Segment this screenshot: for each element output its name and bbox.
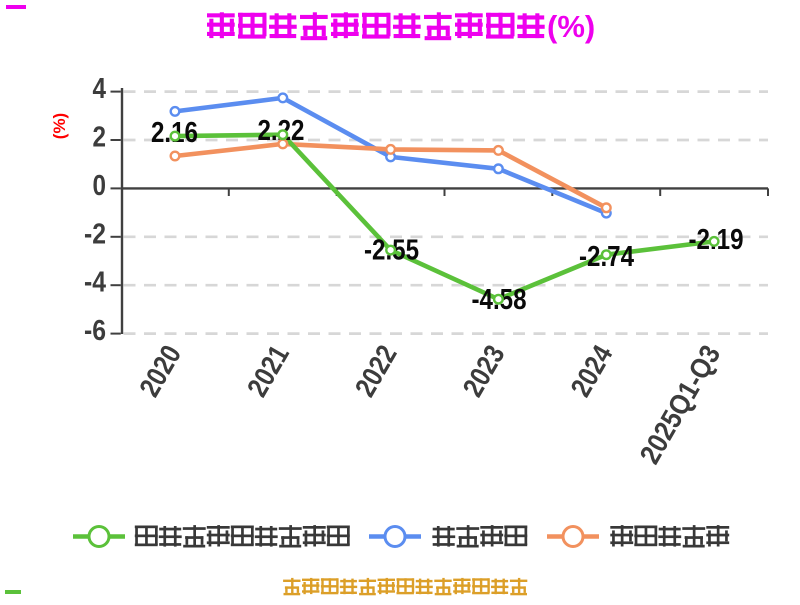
svg-text:-4: -4 — [84, 267, 106, 299]
svg-text:(%): (%) — [547, 9, 595, 44]
svg-text:0: 0 — [93, 170, 107, 202]
svg-text:4: 4 — [93, 73, 107, 105]
svg-text:2: 2 — [93, 122, 107, 154]
svg-text:-6: -6 — [84, 315, 106, 347]
svg-text:-2: -2 — [84, 218, 106, 250]
svg-text:(%): (%) — [50, 113, 69, 139]
